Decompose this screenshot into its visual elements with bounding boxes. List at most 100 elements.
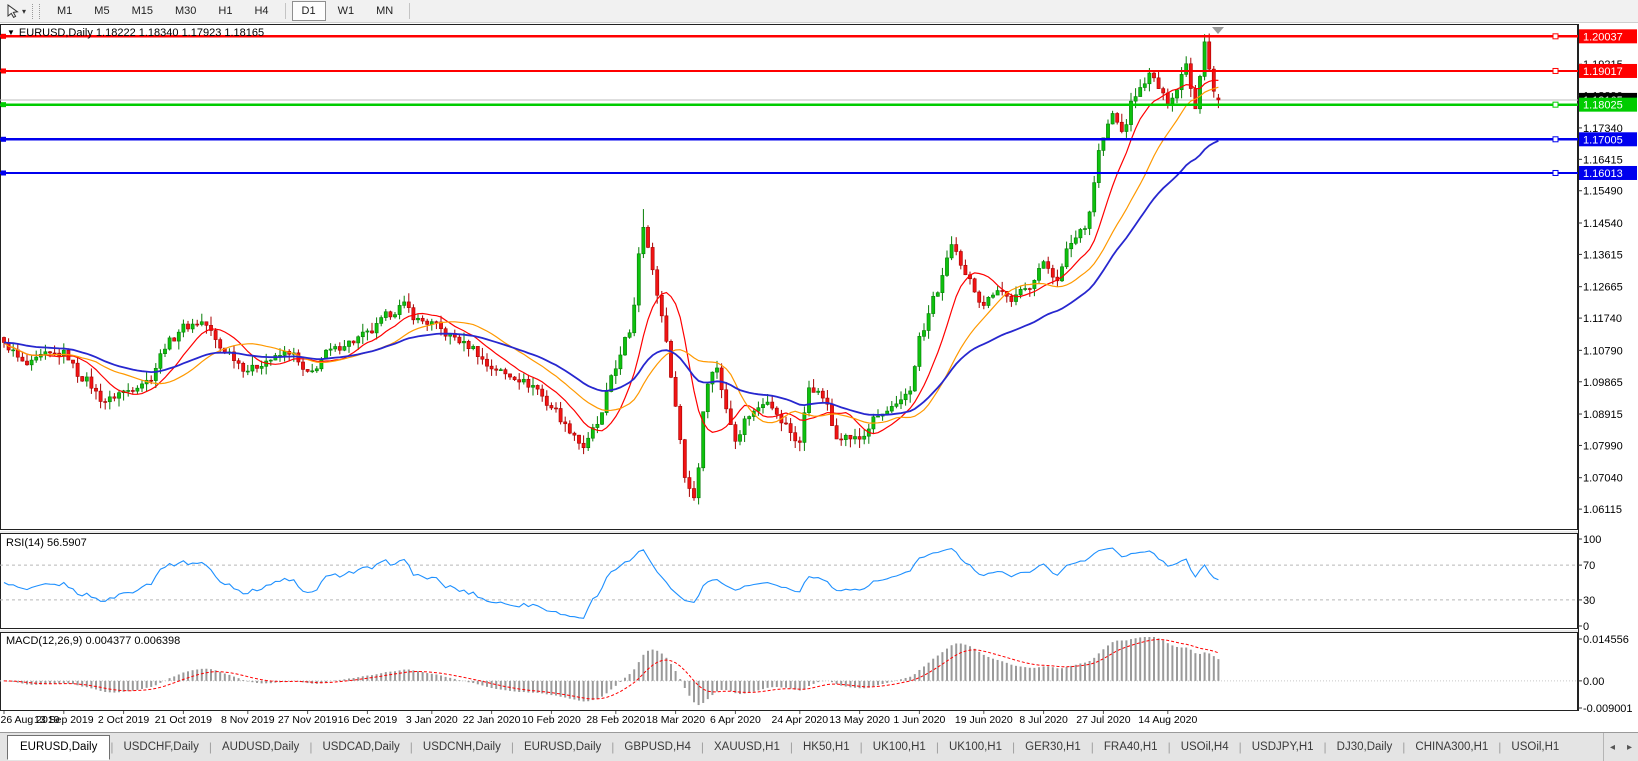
chart-tab-eurusd-daily[interactable]: EURUSD,Daily xyxy=(7,734,111,760)
candle-down xyxy=(1156,77,1161,89)
hline-right-handle[interactable] xyxy=(1552,67,1559,74)
chart-tab-fra40-h1[interactable]: FRA40,H1 xyxy=(1103,741,1158,753)
chart-tab-usdcnh-daily[interactable]: USDCNH,Daily xyxy=(422,741,501,753)
hline-price-text: 1.20037 xyxy=(1583,31,1623,43)
rsi-line xyxy=(3,547,1219,619)
rsi-label: RSI(14) 56.5907 xyxy=(6,537,87,549)
candle-up xyxy=(531,385,535,388)
candle-up xyxy=(1023,288,1028,290)
date-label: 13 May 2020 xyxy=(829,714,890,726)
tf-button-m30[interactable]: M30 xyxy=(174,5,197,17)
hline-right-handle[interactable] xyxy=(1552,101,1559,108)
hline-1.16013[interactable] xyxy=(0,169,1578,176)
chart-tab-usoil-h4[interactable]: USOil,H4 xyxy=(1180,741,1229,753)
candle-up xyxy=(199,321,204,325)
panel-splitter[interactable] xyxy=(0,531,1578,533)
rsi-content: 100 70 30 0 xyxy=(0,534,1601,633)
candle-down xyxy=(788,423,793,433)
tab-separator: | xyxy=(1238,740,1242,754)
tf-button-m1[interactable]: M1 xyxy=(57,5,73,17)
hline-1.17005[interactable] xyxy=(0,136,1578,143)
candle-down xyxy=(770,401,775,409)
chart-tab-audusd-daily[interactable]: AUDUSD,Daily xyxy=(221,741,300,753)
candle-down xyxy=(544,395,549,406)
toolbar-dropdown-caret[interactable]: ▾ xyxy=(22,6,27,16)
candle-up xyxy=(1138,87,1143,97)
tf-button-m15[interactable]: M15 xyxy=(131,5,153,17)
chart-tab-uk100-h1[interactable]: UK100,H1 xyxy=(872,741,926,753)
candle-up xyxy=(1060,266,1064,282)
chart-tab-usdchf-daily[interactable]: USDCHF,Daily xyxy=(123,741,199,753)
candle-down xyxy=(301,361,305,370)
candle-up xyxy=(117,392,121,399)
chart-tab-dj30-daily[interactable]: DJ30,Daily xyxy=(1336,741,1393,753)
tf-button-mn[interactable]: MN xyxy=(376,5,394,17)
candle-down xyxy=(1046,261,1051,269)
hline-right-handle[interactable] xyxy=(1552,33,1559,40)
candle-up xyxy=(268,359,273,362)
cursor-tool-icon[interactable] xyxy=(4,2,22,20)
date-label: 26 Aug 2019 xyxy=(0,714,60,726)
tab-scroll-left-button[interactable]: ◂ xyxy=(1609,741,1616,753)
chart-tab-china300-h1[interactable]: CHINA300,H1 xyxy=(1415,741,1489,753)
candle-down xyxy=(1152,72,1156,79)
tab-scroll-right-button[interactable]: ▸ xyxy=(1626,741,1633,753)
candle-down xyxy=(793,432,798,442)
toolbar-separator xyxy=(409,3,411,19)
candle-down xyxy=(977,291,982,303)
chart-tab-ger30-h1[interactable]: GER30,H1 xyxy=(1025,741,1081,753)
chart-tab-gbpusd-h4[interactable]: GBPUSD,H4 xyxy=(624,741,691,753)
hline-right-handle[interactable] xyxy=(1552,136,1559,143)
candle-up xyxy=(853,436,857,440)
candle-up xyxy=(498,369,503,371)
hline-left-handle[interactable] xyxy=(1,170,6,176)
price-tick-label: 1.13615 xyxy=(1583,249,1623,261)
date-label: 24 Apr 2020 xyxy=(771,714,829,726)
hline-left-handle[interactable] xyxy=(1,68,6,74)
tf-button-w1[interactable]: W1 xyxy=(337,5,355,17)
hline-left-handle[interactable] xyxy=(1,33,6,39)
candle-down xyxy=(512,376,517,380)
tab-separator: | xyxy=(611,740,615,754)
chart-tab-xauusd-h1[interactable]: XAUUSD,H1 xyxy=(714,741,780,753)
hline-right-handle[interactable] xyxy=(1552,169,1559,176)
chart-tab-hk50-h1[interactable]: HK50,H1 xyxy=(802,741,850,753)
candle-up xyxy=(393,314,397,318)
tab-separator: | xyxy=(1498,740,1502,754)
date-label: 21 Oct 2019 xyxy=(154,714,212,726)
hline-price-text: 1.17005 xyxy=(1583,134,1623,146)
tf-button-h1[interactable]: H1 xyxy=(218,5,233,17)
hline-1.19017[interactable] xyxy=(0,67,1578,74)
candle-down xyxy=(797,440,802,443)
hline-1.18025[interactable] xyxy=(0,101,1578,108)
candle-down xyxy=(811,387,816,393)
chart-tab-eurusd-daily[interactable]: EURUSD,Daily xyxy=(523,741,602,753)
candle-up xyxy=(107,396,112,403)
candle-up xyxy=(802,412,807,443)
macd-tick-label: 0.00 xyxy=(1583,676,1604,688)
candle-down xyxy=(388,311,393,318)
tf-button-h4[interactable]: H4 xyxy=(254,5,269,17)
chart-tab-uk100-h1[interactable]: UK100,H1 xyxy=(948,741,1003,753)
hline-left-handle[interactable] xyxy=(1,136,6,142)
candle-down xyxy=(839,438,844,441)
chart-shift-marker[interactable] xyxy=(1212,27,1224,34)
panel-splitter[interactable] xyxy=(0,630,1578,632)
candle-up xyxy=(365,330,370,333)
tf-button-m5[interactable]: M5 xyxy=(94,5,110,17)
hline-left-handle[interactable] xyxy=(1,102,6,108)
tf-button-d1[interactable]: D1 xyxy=(291,1,326,21)
chart-tab-usdjpy-h1[interactable]: USDJPY,H1 xyxy=(1251,741,1314,753)
candle-down xyxy=(963,264,968,276)
candle-down xyxy=(457,336,462,344)
candle-down xyxy=(1165,92,1170,104)
hline-1.20037[interactable] xyxy=(0,33,1578,40)
chart-tab-usoil-h1[interactable]: USOil,H1 xyxy=(1511,741,1560,753)
candle-down xyxy=(664,315,669,342)
chart-tab-usdcad-daily[interactable]: USDCAD,Daily xyxy=(322,741,400,753)
tab-separator: | xyxy=(1402,740,1406,754)
candle-up xyxy=(310,370,315,373)
toolbar-grip[interactable] xyxy=(32,3,41,19)
candle-up xyxy=(807,387,811,414)
